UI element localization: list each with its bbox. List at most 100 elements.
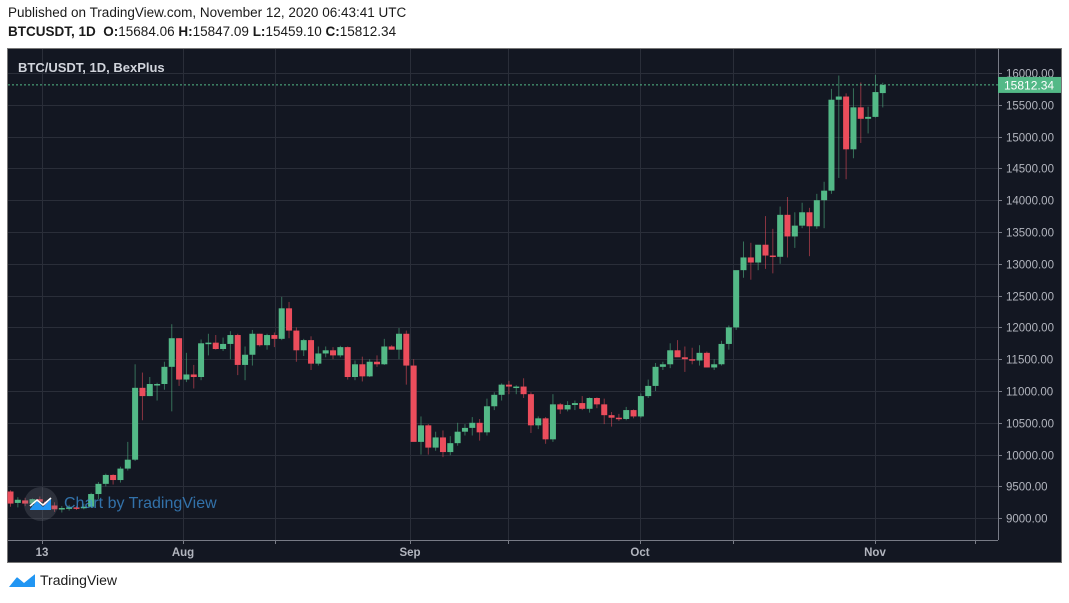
candle[interactable] xyxy=(674,340,681,358)
candle[interactable] xyxy=(58,506,65,513)
candle[interactable] xyxy=(146,377,153,397)
candle[interactable] xyxy=(843,93,850,180)
candle[interactable] xyxy=(80,503,87,510)
candle[interactable] xyxy=(66,504,73,511)
candle[interactable] xyxy=(190,364,197,389)
candle[interactable] xyxy=(388,345,395,350)
candle[interactable] xyxy=(315,346,322,366)
candle[interactable] xyxy=(425,424,432,455)
candle[interactable] xyxy=(571,400,578,411)
candle[interactable] xyxy=(139,372,146,421)
candle[interactable] xyxy=(73,506,80,510)
candle[interactable] xyxy=(872,74,879,118)
candle[interactable] xyxy=(601,398,608,425)
candle[interactable] xyxy=(865,106,872,134)
candle[interactable] xyxy=(439,430,446,458)
candle[interactable] xyxy=(703,351,710,368)
candle[interactable] xyxy=(286,301,293,339)
candle[interactable] xyxy=(322,346,329,358)
candle[interactable] xyxy=(198,339,205,381)
candle[interactable] xyxy=(520,378,527,398)
candle[interactable] xyxy=(652,363,659,391)
candle[interactable] xyxy=(850,88,857,159)
candle[interactable] xyxy=(461,424,468,436)
candle[interactable] xyxy=(117,466,124,483)
candle[interactable] xyxy=(623,406,630,421)
candle[interactable] xyxy=(505,380,512,395)
candle[interactable] xyxy=(366,359,373,378)
candle[interactable] xyxy=(51,502,58,512)
candle[interactable] xyxy=(183,352,190,383)
candle[interactable] xyxy=(168,324,175,412)
candle[interactable] xyxy=(579,396,586,411)
candle[interactable] xyxy=(14,497,21,508)
candle[interactable] xyxy=(659,361,666,371)
candle[interactable] xyxy=(88,492,95,509)
candle[interactable] xyxy=(799,202,806,229)
candle[interactable] xyxy=(821,181,828,229)
candle[interactable] xyxy=(813,193,820,229)
candle[interactable] xyxy=(102,473,109,487)
candle[interactable] xyxy=(491,392,498,411)
candle[interactable] xyxy=(417,416,424,455)
candle[interactable] xyxy=(498,383,505,401)
candle[interactable] xyxy=(696,345,703,366)
watermark[interactable]: Chart by TradingView xyxy=(24,487,217,521)
candle[interactable] xyxy=(359,356,366,382)
candle[interactable] xyxy=(469,417,476,436)
candle[interactable] xyxy=(381,338,388,365)
candle[interactable] xyxy=(7,490,14,507)
candle[interactable] xyxy=(220,337,227,351)
candle[interactable] xyxy=(535,416,542,430)
candle[interactable] xyxy=(645,379,652,398)
candle[interactable] xyxy=(593,397,600,409)
candle[interactable] xyxy=(718,340,725,366)
candle[interactable] xyxy=(747,242,754,280)
candle[interactable] xyxy=(110,474,117,485)
candle[interactable] xyxy=(777,206,784,264)
candle[interactable] xyxy=(212,335,219,350)
footer-brand[interactable]: TradingView xyxy=(8,572,117,588)
candle[interactable] xyxy=(615,413,622,421)
candle[interactable] xyxy=(403,330,410,385)
candle[interactable] xyxy=(549,394,556,442)
candle[interactable] xyxy=(711,359,718,371)
candle[interactable] xyxy=(857,82,864,143)
candle[interactable] xyxy=(476,418,483,441)
candle[interactable] xyxy=(432,431,439,451)
candle[interactable] xyxy=(527,392,534,433)
candle[interactable] xyxy=(740,241,747,278)
candle[interactable] xyxy=(784,197,791,258)
candle[interactable] xyxy=(454,422,461,446)
candle[interactable] xyxy=(352,360,359,381)
candle[interactable] xyxy=(308,336,315,371)
candle[interactable] xyxy=(835,75,842,178)
chart-frame[interactable] xyxy=(7,48,1062,563)
candle[interactable] xyxy=(271,332,278,348)
candle[interactable] xyxy=(337,345,344,358)
candle[interactable] xyxy=(22,497,29,507)
candle[interactable] xyxy=(681,346,688,372)
candle[interactable] xyxy=(256,333,263,347)
candle[interactable] xyxy=(161,361,168,390)
candle[interactable] xyxy=(410,359,417,442)
candle[interactable] xyxy=(791,212,798,248)
candle[interactable] xyxy=(586,397,593,413)
candle[interactable] xyxy=(755,244,762,271)
candle[interactable] xyxy=(608,411,615,427)
candle[interactable] xyxy=(689,347,696,365)
candle[interactable] xyxy=(264,333,271,350)
candle[interactable] xyxy=(630,409,637,419)
candle[interactable] xyxy=(762,216,769,269)
candle[interactable] xyxy=(132,364,139,461)
candle[interactable] xyxy=(344,346,351,380)
candle[interactable] xyxy=(564,401,571,412)
candle[interactable] xyxy=(769,228,776,274)
candle[interactable] xyxy=(278,296,285,341)
candle[interactable] xyxy=(374,355,380,367)
candle[interactable] xyxy=(124,441,131,471)
candle[interactable] xyxy=(395,328,402,360)
candle[interactable] xyxy=(879,82,886,108)
candle[interactable] xyxy=(725,325,732,350)
